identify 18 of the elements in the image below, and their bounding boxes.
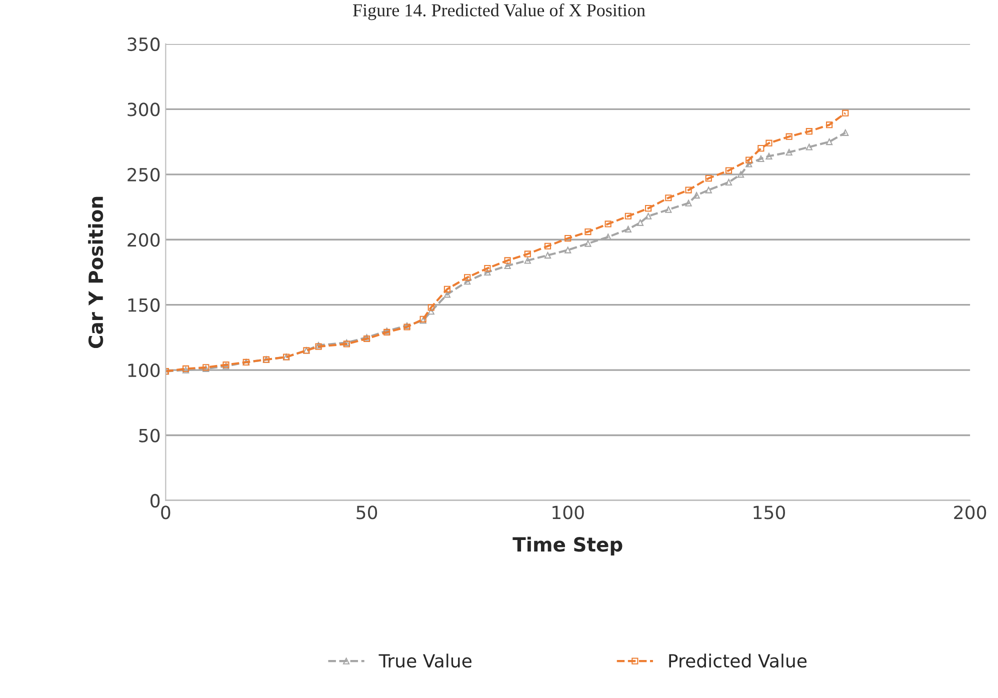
y-tick-label: 50 — [139, 428, 160, 442]
y-tick-label: 200 — [128, 233, 160, 247]
y-axis-title: Car Y Position — [88, 196, 104, 348]
x-axis-title: Time Step — [512, 536, 622, 556]
legend-label: Predicted Value — [669, 654, 807, 668]
x-tick-label: 200 — [954, 506, 986, 520]
y-tick-label: 350 — [128, 37, 160, 52]
x-tick-label: 50 — [356, 506, 378, 520]
y-tick-label: 100 — [128, 364, 160, 378]
y-tick-label: 0 — [150, 494, 160, 508]
x-tick-label: 0 — [161, 506, 170, 520]
legend-label: True Value — [378, 654, 472, 668]
x-tick-label: 150 — [754, 506, 785, 520]
y-tick-label: 250 — [128, 168, 160, 182]
y-tick-label: 300 — [128, 102, 160, 116]
x-tick-label: 100 — [552, 506, 584, 520]
chart-title: Figure 14. Predicted Value of X Position — [352, 3, 646, 20]
y-tick-label: 150 — [128, 298, 160, 312]
